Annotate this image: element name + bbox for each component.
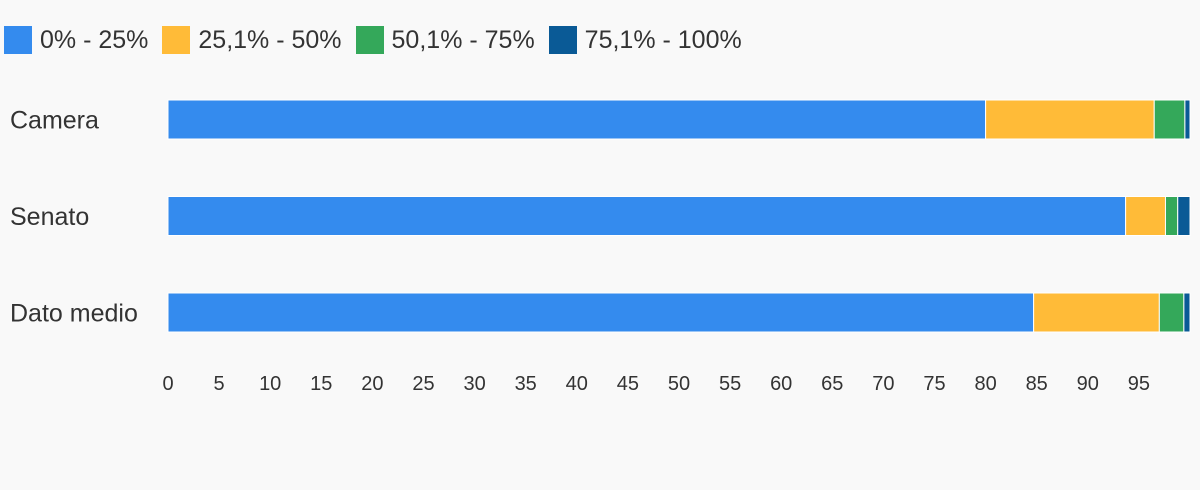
x-tick-label: 45 <box>617 373 639 395</box>
x-tick-label: 40 <box>566 373 588 395</box>
x-tick-label: 20 <box>361 373 383 395</box>
bar-segment[interactable] <box>1158 292 1185 333</box>
x-tick-label: 80 <box>974 373 996 395</box>
x-tick-label: 10 <box>259 373 281 395</box>
x-tick-label: 35 <box>515 373 537 395</box>
bar-segment[interactable] <box>167 196 1127 236</box>
x-tick-label: 60 <box>770 373 792 395</box>
legend-swatch <box>4 26 32 54</box>
x-tick-label: 50 <box>668 373 690 395</box>
x-tick-label: 70 <box>872 373 894 395</box>
bar-segment[interactable] <box>1183 292 1191 333</box>
legend-item[interactable]: 25,1% - 50% <box>162 25 342 55</box>
category-label: Dato medio <box>10 300 138 328</box>
bar-segment[interactable] <box>985 99 1155 140</box>
x-tick-label: 90 <box>1077 373 1099 395</box>
bar-segment[interactable] <box>1125 196 1166 236</box>
x-tick-label: 5 <box>214 373 225 395</box>
legend-item[interactable]: 0% - 25% <box>4 26 148 55</box>
legend-swatch <box>162 26 191 54</box>
legend-label: 50,1% - 75% <box>391 25 535 54</box>
x-tick-label: 0 <box>162 373 173 395</box>
bar-segment[interactable] <box>167 292 1035 333</box>
x-tick-label: 85 <box>1026 373 1048 395</box>
x-tick-label: 65 <box>821 373 843 395</box>
legend-item[interactable]: 75,1% - 100% <box>548 25 742 55</box>
legend-label: 75,1% - 100% <box>584 25 742 54</box>
x-tick-label: 30 <box>463 373 485 395</box>
legend-item[interactable]: 50,1% - 75% <box>355 25 535 55</box>
bar-segment[interactable] <box>1033 292 1160 333</box>
bar-segment[interactable] <box>1153 99 1186 140</box>
bar-segment[interactable] <box>1164 196 1179 236</box>
category-label: Senato <box>10 203 89 231</box>
x-tick-label: 95 <box>1128 373 1150 395</box>
legend-swatch <box>548 26 577 54</box>
legend-label: 25,1% - 50% <box>198 25 342 54</box>
category-label: Camera <box>10 107 99 135</box>
x-tick-label: 75 <box>923 373 945 395</box>
bar-segment[interactable] <box>1184 99 1191 140</box>
x-tick-label: 25 <box>412 373 434 395</box>
legend-label: 0% - 25% <box>40 25 149 54</box>
legend: 0% - 25% 25,1% - 50% 50,1% - 75% 75,1% - 10… <box>4 24 756 56</box>
x-tick-label: 15 <box>310 373 332 395</box>
x-tick-label: 55 <box>719 373 741 395</box>
bar-segment[interactable] <box>167 99 987 140</box>
legend-swatch <box>355 26 384 54</box>
bar-segment[interactable] <box>1177 196 1191 236</box>
